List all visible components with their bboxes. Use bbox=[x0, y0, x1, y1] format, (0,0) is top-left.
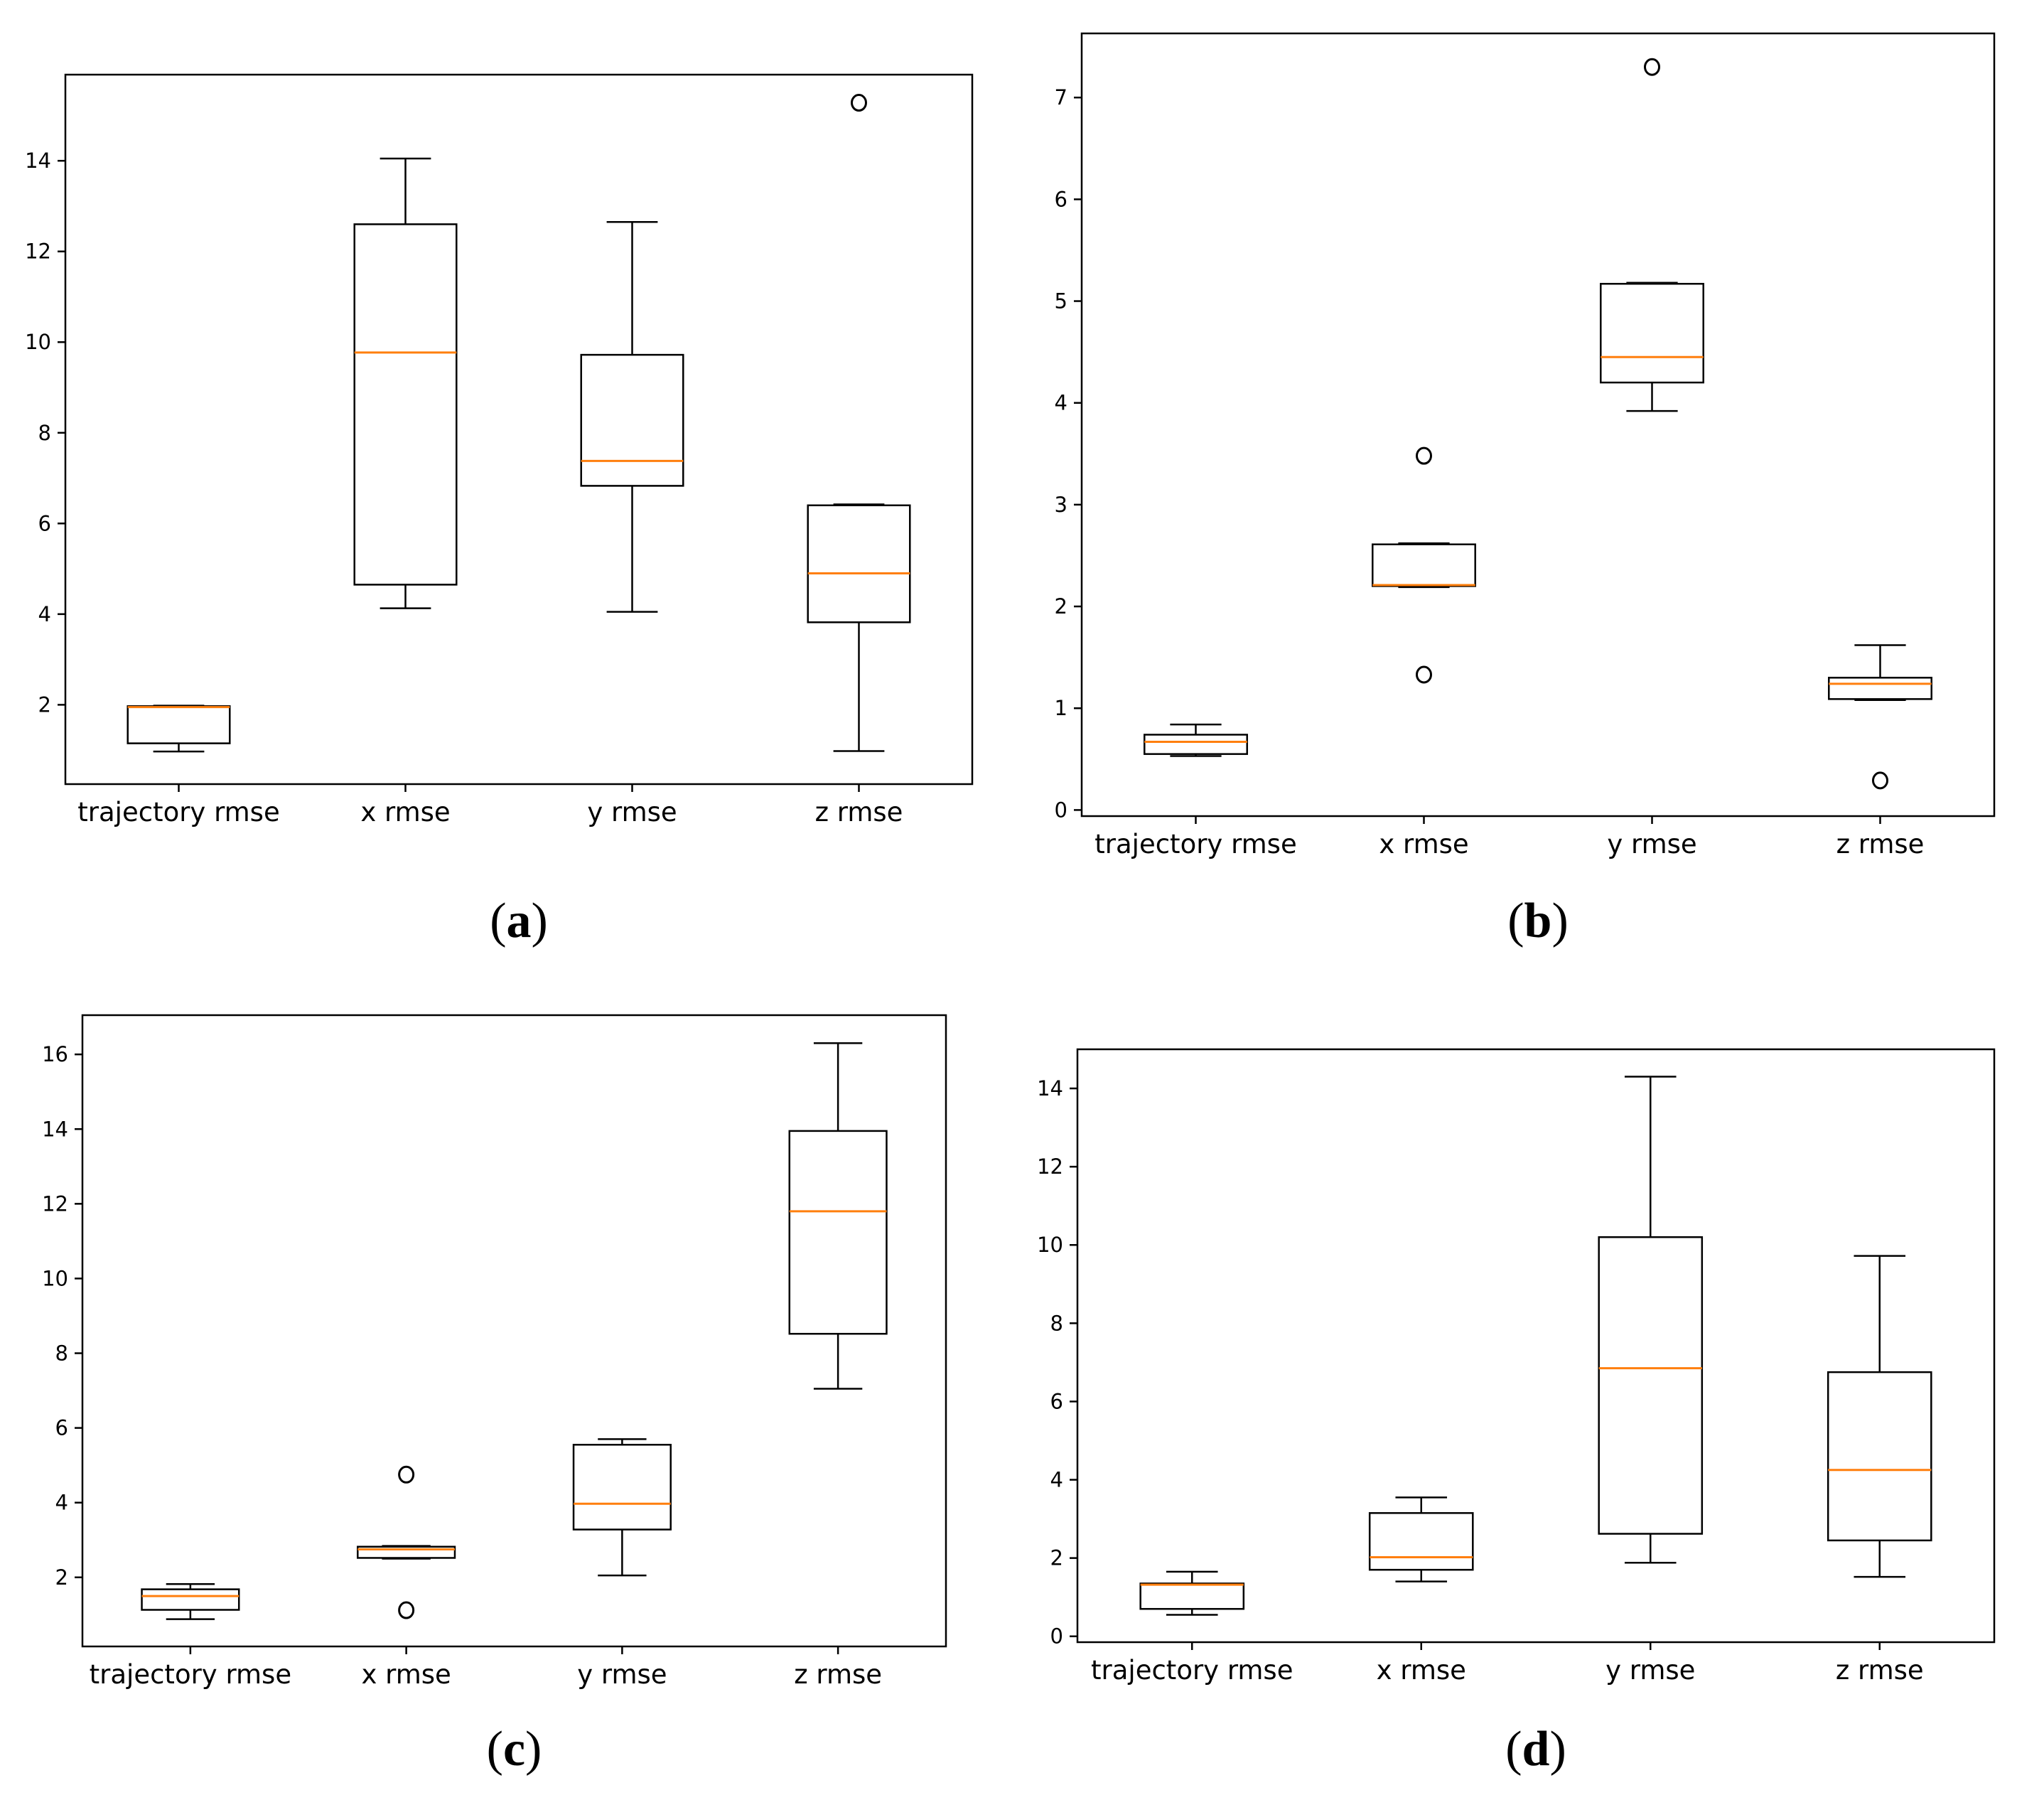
x-tick-label: y rmse bbox=[587, 797, 677, 827]
y-tick-label: 1 bbox=[1055, 696, 1067, 720]
y-tick-label: 8 bbox=[55, 1341, 68, 1366]
box-iqr bbox=[1600, 282, 1704, 384]
x-tick-label: x rmse bbox=[361, 1659, 451, 1690]
y-tick-label: 4 bbox=[55, 1491, 68, 1515]
y-tick-label: 4 bbox=[1050, 1468, 1063, 1492]
x-tick-label: x rmse bbox=[1377, 1655, 1466, 1686]
plot-frame bbox=[64, 73, 974, 786]
y-tick-label: 12 bbox=[1037, 1155, 1063, 1179]
panel-label: (d) bbox=[1505, 1722, 1566, 1777]
x-tick-label: trajectory rmse bbox=[1091, 1655, 1293, 1686]
y-tick-label: 5 bbox=[1055, 289, 1067, 314]
y-tick-label: 0 bbox=[1050, 1624, 1063, 1649]
panel-label: (c) bbox=[487, 1722, 542, 1777]
outlier-point bbox=[1872, 771, 1888, 790]
y-tick-label: 10 bbox=[25, 330, 51, 354]
x-tick-label: z rmse bbox=[794, 1659, 882, 1690]
y-tick-label: 2 bbox=[1050, 1546, 1063, 1570]
x-tick-label: y rmse bbox=[1607, 829, 1696, 859]
y-tick-label: 8 bbox=[1050, 1311, 1063, 1335]
outlier-point bbox=[1644, 58, 1660, 76]
panel-label: (b) bbox=[1507, 894, 1569, 948]
x-tick-label: z rmse bbox=[815, 797, 903, 827]
box-iqr bbox=[141, 1588, 240, 1611]
chart-panel-b: 0 1 2 3 4 5 6 7 trajectory rmse x rmse y rmse z rms… bbox=[1055, 32, 1996, 948]
y-tick-label: 10 bbox=[42, 1266, 68, 1290]
box-iqr bbox=[1368, 1512, 1474, 1571]
x-tick-label: y rmse bbox=[1605, 1655, 1695, 1686]
x-tick-label: y rmse bbox=[577, 1659, 667, 1690]
plot-frame bbox=[1076, 1048, 1996, 1644]
x-tick-label: trajectory rmse bbox=[90, 1659, 291, 1690]
chart-panel-a: 2 4 6 8 10 12 14 trajectory rmse x rmse y rmse z r… bbox=[25, 73, 974, 948]
y-tick-label: 4 bbox=[1055, 391, 1067, 415]
y-tick-label: 10 bbox=[1037, 1233, 1063, 1257]
box-iqr bbox=[580, 353, 684, 487]
y-tick-label: 2 bbox=[38, 692, 51, 717]
y-tick-label: 14 bbox=[42, 1117, 68, 1141]
y-tick-label: 14 bbox=[1037, 1076, 1063, 1100]
y-tick-label: 7 bbox=[1055, 85, 1067, 109]
y-tick-label: 12 bbox=[42, 1191, 68, 1216]
y-tick-label: 3 bbox=[1055, 493, 1067, 517]
y-tick-label: 2 bbox=[1055, 594, 1067, 618]
box-iqr bbox=[357, 1545, 456, 1559]
x-tick-label: z rmse bbox=[1836, 1655, 1924, 1686]
plot-frame bbox=[81, 1014, 947, 1648]
box-iqr bbox=[1144, 734, 1248, 755]
box-iqr bbox=[127, 705, 231, 744]
y-tick-label: 2 bbox=[55, 1565, 68, 1590]
y-tick-label: 6 bbox=[38, 511, 51, 535]
y-tick-label: 4 bbox=[38, 602, 51, 626]
box-iqr bbox=[1372, 543, 1476, 587]
y-tick-label: 8 bbox=[38, 421, 51, 445]
x-tick-label: z rmse bbox=[1836, 829, 1925, 859]
plot-frame bbox=[1080, 32, 1996, 818]
outlier-point bbox=[1416, 446, 1432, 465]
box-iqr bbox=[1139, 1582, 1245, 1610]
x-tick-label: x rmse bbox=[360, 797, 450, 827]
y-tick-label: 6 bbox=[1050, 1389, 1063, 1413]
y-tick-label: 16 bbox=[42, 1042, 68, 1066]
outlier-point bbox=[851, 94, 867, 112]
chart-panel-c: 2 4 6 8 10 12 14 16 trajectory rmse x rmse y rmse z… bbox=[42, 1014, 947, 1777]
box-iqr bbox=[807, 504, 911, 623]
y-tick-label: 0 bbox=[1055, 798, 1067, 822]
box-iqr bbox=[353, 223, 458, 586]
outlier-point bbox=[398, 1601, 415, 1619]
x-tick-label: trajectory rmse bbox=[1094, 829, 1296, 859]
box-iqr bbox=[1828, 677, 1932, 700]
box-iqr bbox=[572, 1444, 672, 1531]
y-tick-label: 12 bbox=[25, 240, 51, 264]
y-tick-label: 6 bbox=[55, 1416, 68, 1440]
y-tick-label: 6 bbox=[1055, 187, 1067, 211]
x-tick-label: trajectory rmse bbox=[77, 797, 279, 827]
x-tick-label: x rmse bbox=[1379, 829, 1468, 859]
chart-panel-d: 0 2 4 6 8 10 12 14 trajectory rmse x rmse y rmse z … bbox=[1037, 1048, 1996, 1777]
box-iqr bbox=[788, 1130, 888, 1335]
y-tick-label: 14 bbox=[25, 149, 51, 173]
outlier-point bbox=[1416, 665, 1432, 684]
outlier-point bbox=[398, 1465, 415, 1484]
box-iqr bbox=[1598, 1236, 1704, 1535]
box-iqr bbox=[1827, 1371, 1932, 1542]
panel-label: (a) bbox=[490, 894, 548, 948]
